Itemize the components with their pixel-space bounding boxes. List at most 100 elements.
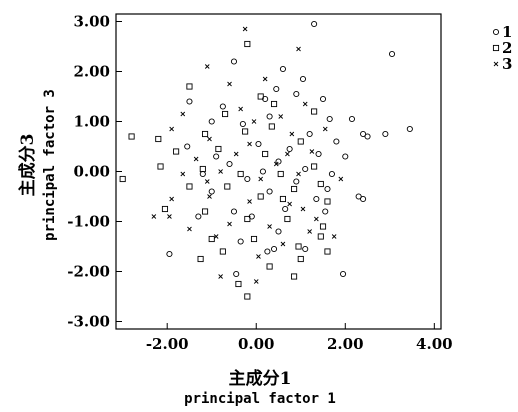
data-point-series-1	[360, 195, 367, 203]
data-point-series-1	[266, 188, 273, 195]
data-point-series-3	[169, 126, 174, 132]
data-point-series-1	[275, 158, 282, 165]
data-point-series-2	[257, 193, 264, 200]
data-point-series-1	[293, 178, 300, 185]
data-point-series-1	[186, 98, 193, 105]
data-point-series-3	[218, 274, 223, 279]
data-point-series-3	[213, 234, 219, 239]
data-point-series-3	[258, 176, 264, 182]
data-point-series-2	[237, 170, 244, 178]
data-point-series-1	[340, 270, 347, 278]
data-point-series-3	[256, 254, 261, 259]
legend-marker-series-2	[492, 44, 500, 52]
data-point-series-1	[322, 208, 329, 215]
data-point-series-2	[222, 110, 229, 118]
data-point-series-3	[289, 131, 295, 137]
x-tick-label: 0.00	[238, 335, 275, 353]
data-point-series-2	[244, 215, 251, 223]
data-point-series-3	[180, 111, 186, 117]
data-point-series-2	[311, 163, 318, 170]
data-point-series-1	[306, 130, 313, 138]
data-point-series-2	[244, 40, 251, 48]
x-tick-label: 2.00	[327, 335, 364, 353]
data-point-series-2	[270, 100, 278, 108]
y-tick-label: 0.00	[73, 163, 110, 181]
data-point-series-2	[201, 208, 209, 215]
data-point-series-3	[278, 114, 284, 119]
data-point-series-3	[262, 76, 268, 82]
data-point-series-1	[282, 205, 289, 213]
data-point-series-3	[280, 241, 286, 247]
legend-label-series-1: 1	[502, 23, 512, 41]
data-point-series-3	[233, 151, 239, 157]
data-point-series-2	[157, 163, 164, 170]
data-point-series-3	[193, 156, 199, 162]
data-point-series-3	[296, 171, 301, 177]
data-point-series-2	[161, 205, 169, 213]
data-point-series-1	[299, 75, 307, 83]
legend-label-series-3: 3	[502, 55, 512, 73]
data-point-series-3	[331, 234, 337, 239]
data-point-series-1	[226, 160, 233, 168]
data-point-series-3	[287, 201, 292, 207]
data-point-series-1	[213, 153, 220, 160]
y-tick-label: 2.00	[73, 63, 110, 81]
y-tick-label: -2.00	[67, 263, 110, 281]
data-point-series-3	[296, 46, 301, 52]
data-point-series-1	[239, 120, 246, 128]
data-point-series-3	[253, 279, 259, 284]
data-point-series-1	[315, 150, 322, 158]
data-point-series-3	[307, 229, 312, 234]
data-point-series-2	[291, 185, 298, 193]
data-point-series-1	[219, 103, 226, 110]
legend-marker-series-1	[492, 28, 500, 36]
data-point-series-2	[319, 223, 327, 230]
data-point-series-2	[244, 293, 251, 300]
data-point-series-3	[267, 224, 272, 229]
data-point-series-3	[207, 136, 212, 142]
data-point-series-1	[273, 85, 280, 93]
y-tick-label: 3.00	[73, 13, 110, 31]
data-point-series-2	[262, 150, 269, 158]
data-point-series-1	[324, 185, 331, 193]
data-point-series-3	[285, 151, 290, 157]
data-point-series-1	[382, 130, 389, 138]
data-point-series-1	[244, 175, 251, 183]
data-point-series-3	[169, 196, 174, 202]
data-point-series-1	[195, 213, 202, 220]
data-point-series-2	[291, 273, 298, 280]
data-point-series-3	[227, 81, 232, 87]
data-point-series-3	[151, 214, 157, 219]
data-point-series-3	[218, 169, 223, 174]
x-axis-title-english: principal factor 1	[184, 391, 336, 407]
data-point-series-2	[199, 165, 206, 173]
y-tick-label: -3.00	[67, 313, 110, 331]
data-point-series-3	[187, 226, 192, 232]
data-point-series-1	[313, 195, 320, 203]
legend-marker-series-3	[493, 61, 499, 67]
data-point-series-1	[302, 245, 309, 253]
data-point-series-1	[208, 188, 215, 195]
data-point-series-2	[295, 243, 302, 250]
series-2	[119, 40, 331, 300]
data-point-series-1	[255, 140, 262, 148]
data-point-series-3	[227, 221, 232, 227]
data-point-series-2	[297, 138, 304, 145]
data-point-series-3	[167, 214, 172, 219]
data-point-series-2	[317, 233, 324, 240]
data-point-series-1	[184, 143, 191, 150]
data-point-series-1	[270, 245, 278, 253]
data-point-series-3	[204, 64, 210, 69]
data-point-series-1	[259, 168, 266, 175]
x-axis: -2.00 0.00 2.00 4.00	[146, 323, 453, 353]
data-point-series-2	[186, 83, 193, 90]
data-point-series-1	[319, 95, 327, 103]
data-point-series-1	[302, 165, 309, 173]
data-point-series-2	[186, 183, 193, 190]
data-point-series-3	[247, 199, 252, 204]
data-point-series-1	[199, 170, 206, 178]
data-point-series-2	[173, 148, 180, 155]
data-point-series-3	[180, 171, 186, 177]
